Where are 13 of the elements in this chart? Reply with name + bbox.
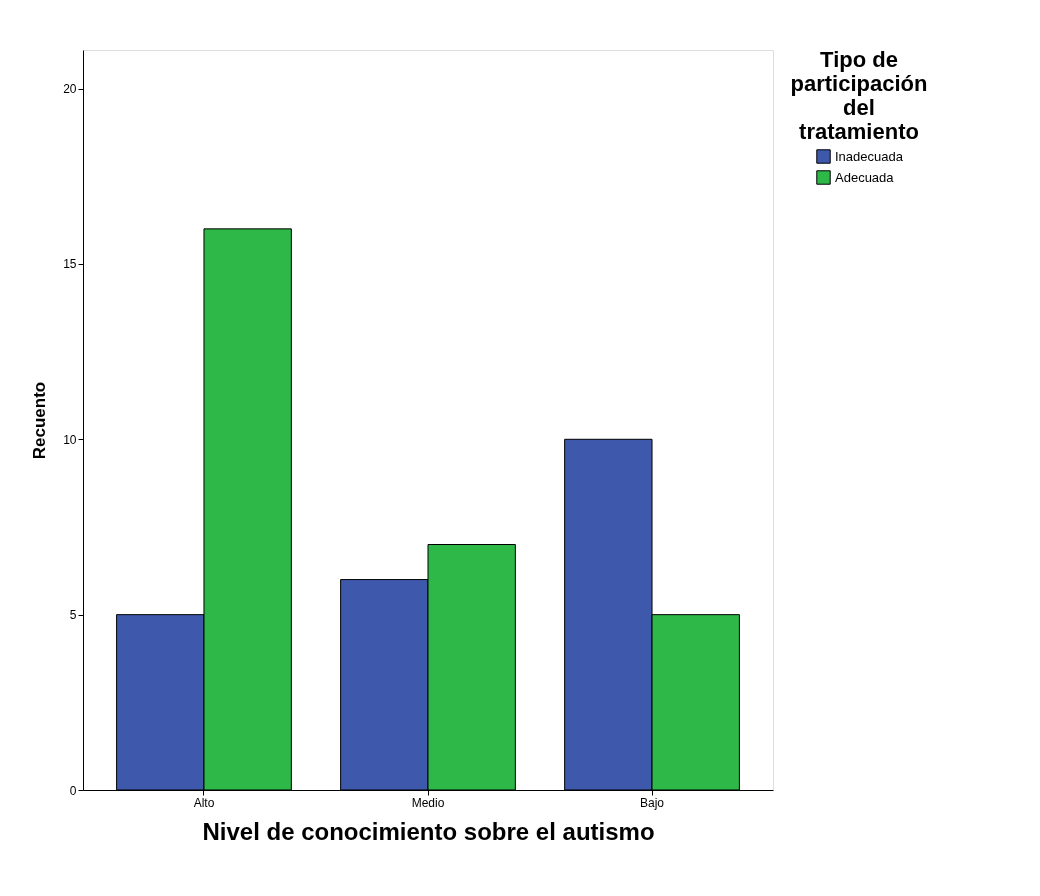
y-axis-title: Recuento xyxy=(30,381,50,460)
y-tick-label: 5 xyxy=(69,608,77,623)
y-tick-label: 10 xyxy=(63,432,77,447)
y-tick-label: 0 xyxy=(69,783,77,798)
y-tick-label: 20 xyxy=(63,82,77,97)
legend-label: Inadecuada xyxy=(835,148,904,164)
legend-label: Adecuada xyxy=(835,169,895,185)
x-axis-title: Nivel de conocimiento sobre el autismo xyxy=(202,817,655,845)
x-tick-label: Alto xyxy=(193,795,215,810)
x-tick-label: Medio xyxy=(411,795,445,810)
y-tick-label: 15 xyxy=(63,257,77,272)
legend-title: Tipo de participación del tratamiento xyxy=(790,47,928,144)
x-tick-label: Bajo xyxy=(640,795,665,810)
